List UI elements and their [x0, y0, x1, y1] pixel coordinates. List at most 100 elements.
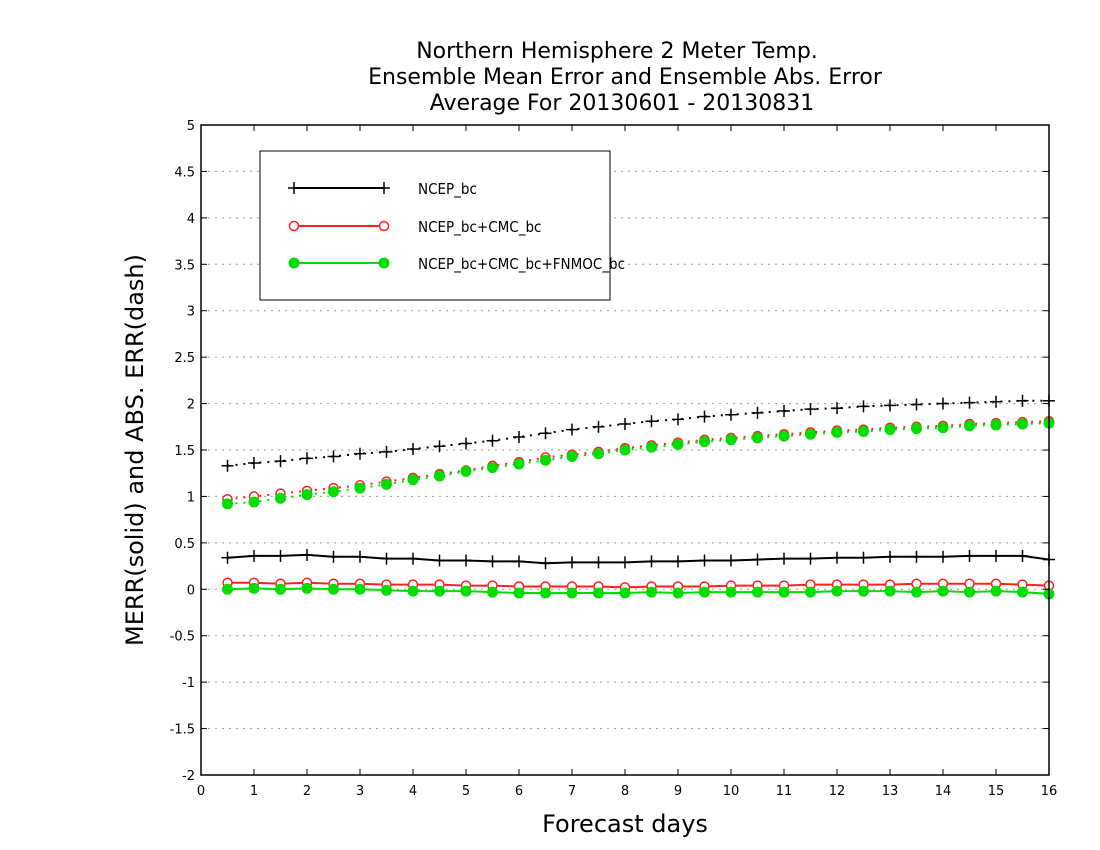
abs-err-point	[274, 455, 287, 468]
abs-err-point	[407, 474, 419, 486]
abs-err-point	[486, 434, 499, 447]
merr-point	[407, 585, 419, 597]
series-0	[221, 394, 1055, 570]
merr-point	[831, 585, 843, 597]
y-tick-label: 0.5	[174, 537, 195, 552]
merr-point	[646, 586, 657, 598]
merr-point	[805, 586, 816, 598]
x-tick-label: 11	[776, 784, 793, 799]
merr-point	[672, 587, 684, 599]
merr-point	[778, 586, 790, 598]
merr-point	[911, 586, 922, 598]
x-tick-label: 0	[197, 784, 205, 799]
x-tick-label: 16	[1041, 784, 1058, 799]
abs-err-point	[884, 424, 896, 436]
abs-err-point	[964, 420, 975, 432]
merr-line	[227, 581, 1050, 589]
merr-point	[486, 555, 499, 568]
merr-point	[1017, 586, 1028, 598]
legend-label: NCEP_bc	[418, 180, 477, 199]
merr-point	[566, 587, 578, 599]
title-line-2: Ensemble Mean Error and Ensemble Abs. Er…	[368, 65, 883, 90]
legend-label: NCEP_bc+CMC_bc+FNMOC_bc	[418, 255, 625, 274]
x-tick-label: 8	[621, 784, 629, 799]
merr-point	[433, 554, 446, 567]
abs-err-point	[804, 403, 817, 416]
abs-err-point	[1017, 418, 1028, 430]
merr-line	[227, 587, 1050, 595]
merr-point	[354, 550, 366, 563]
abs-err-point	[990, 395, 1002, 408]
abs-err-point	[910, 398, 923, 411]
abs-err-point	[513, 431, 525, 443]
abs-err-point	[592, 420, 605, 433]
x-tick-label: 7	[568, 784, 576, 799]
series-group	[221, 394, 1055, 600]
abs-err-point	[354, 482, 366, 494]
abs-err-point	[460, 465, 472, 477]
abs-err-point	[778, 405, 790, 417]
y-tick-label: 3	[187, 305, 195, 320]
abs-err-point	[1016, 394, 1029, 407]
merr-point	[354, 583, 366, 595]
merr-point	[539, 557, 552, 570]
abs-err-point	[778, 430, 790, 442]
y-tick-label: -0.5	[170, 630, 195, 645]
merr-point	[963, 549, 976, 562]
abs-err-point	[699, 436, 710, 448]
merr-point	[804, 552, 817, 565]
merr-point	[645, 555, 658, 568]
merr-point	[672, 555, 684, 568]
abs-err-point	[646, 441, 657, 453]
legend-marker	[288, 182, 300, 194]
merr-point	[725, 554, 737, 567]
axis-ticks: 54.543.532.521.510.50-0.5-1-1.5-20 1 2 3 4 5 6…	[170, 119, 1058, 799]
merr-point	[301, 582, 313, 594]
y-tick-label: 3.5	[174, 258, 195, 273]
abs-err-point	[513, 458, 525, 470]
abs-err-point	[566, 423, 578, 436]
merr-point	[619, 556, 631, 569]
abs-err-point	[380, 445, 393, 458]
merr-point	[275, 583, 286, 595]
abs-err-point	[831, 426, 843, 438]
title-line-3: Average For 20130601 - 20130831	[430, 91, 815, 116]
abs-err-point	[725, 434, 737, 446]
abs-err-point	[937, 397, 949, 410]
abs-err-point	[645, 415, 658, 428]
abs-err-point	[805, 428, 816, 440]
x-tick-label: 4	[409, 784, 417, 799]
abs-err-point	[381, 478, 392, 490]
abs-err-point	[884, 399, 896, 412]
legend-label: NCEP_bc+CMC_bc	[418, 218, 541, 237]
abs-err-point	[221, 459, 234, 472]
merr-point	[380, 552, 393, 565]
merr-point	[857, 551, 870, 564]
abs-err-point	[858, 425, 869, 437]
abs-err-point	[222, 498, 233, 510]
y-tick-label: 4.5	[174, 165, 195, 180]
x-tick-label: 5	[462, 784, 470, 799]
abs-err-point	[619, 444, 631, 456]
abs-err-point	[698, 410, 711, 423]
abs-err-point	[328, 486, 339, 498]
merr-point	[248, 549, 260, 562]
x-tick-label: 10	[723, 784, 740, 799]
abs-err-point	[619, 418, 631, 430]
merr-point	[725, 586, 737, 598]
x-tick-label: 1	[250, 784, 258, 799]
abs-err-point	[407, 443, 419, 456]
merr-point	[301, 548, 313, 561]
series-2	[222, 417, 1055, 600]
merr-point	[778, 552, 790, 565]
merr-point	[910, 550, 923, 563]
x-tick-label: 14	[935, 784, 952, 799]
merr-point	[937, 550, 949, 563]
merr-point	[407, 552, 419, 565]
abs-err-line	[227, 420, 1050, 501]
merr-point	[884, 550, 896, 563]
abs-err-point	[434, 470, 445, 482]
merr-point	[381, 584, 392, 596]
x-tick-label: 15	[988, 784, 1005, 799]
legend-entry-1: NCEP_bc+CMC_bc	[288, 218, 541, 237]
